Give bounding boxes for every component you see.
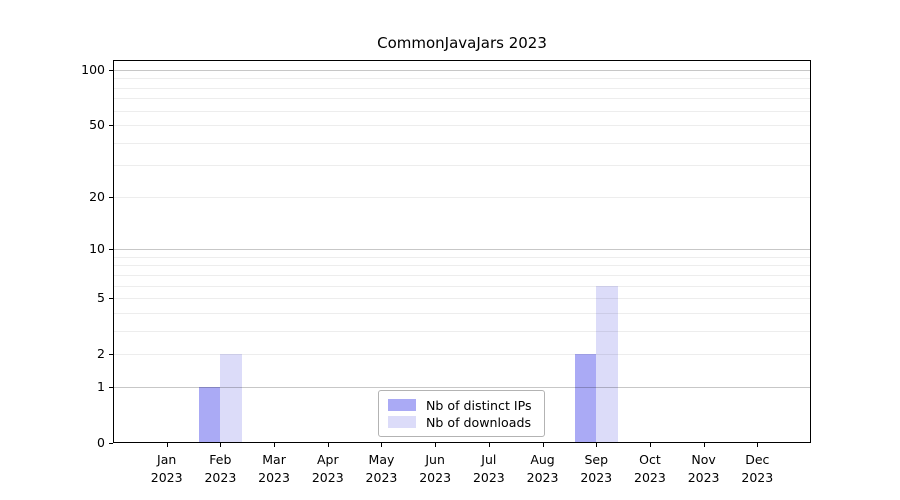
y-tick-10	[109, 249, 113, 251]
chart-title: CommonJavaJars 2023	[377, 34, 547, 52]
x-tick-month: Apr	[316, 452, 339, 467]
x-tick-month: May	[368, 452, 395, 467]
x-tick-label-aug: Aug 2023	[508, 451, 578, 487]
x-tick-month: Sep	[584, 452, 608, 467]
x-tick-jan	[166, 443, 168, 447]
legend-label-downloads: Nb of downloads	[426, 414, 532, 430]
x-tick-label-apr: Apr 2023	[293, 451, 363, 487]
bar-downloads-feb	[220, 354, 242, 443]
y-tick-label-1: 1	[97, 378, 105, 394]
y-tick-label-20: 20	[89, 188, 105, 204]
x-tick-label-dec: Dec 2023	[722, 451, 792, 487]
x-tick-month: Jul	[481, 452, 497, 467]
bar-distinct-ips-sep	[574, 354, 597, 443]
legend-swatch-distinct-ips	[388, 399, 416, 411]
x-tick-year: 2023	[526, 470, 559, 485]
legend-label-distinct-ips: Nb of distinct IPs	[426, 397, 532, 413]
x-tick-label-mar: Mar 2023	[239, 451, 309, 487]
y-tick-20	[109, 196, 113, 198]
x-tick-nov	[703, 443, 705, 447]
x-tick-month: Feb	[209, 452, 232, 467]
legend: Nb of distinct IPs Nb of downloads	[378, 390, 545, 437]
bars-layer	[113, 60, 811, 443]
x-tick-aug	[542, 443, 544, 447]
y-tick-50	[109, 125, 113, 127]
legend-swatch-downloads	[388, 416, 416, 428]
x-tick-label-sep: Sep 2023	[561, 451, 631, 487]
y-tick-0	[109, 443, 113, 444]
x-tick-year: 2023	[311, 470, 344, 485]
x-tick-oct	[649, 443, 651, 447]
x-tick-year: 2023	[580, 470, 613, 485]
legend-entry-downloads: Nb of downloads	[388, 414, 535, 430]
plot-area	[113, 60, 811, 443]
x-tick-year: 2023	[365, 470, 398, 485]
x-tick-year: 2023	[419, 470, 452, 485]
x-tick-year: 2023	[741, 470, 774, 485]
y-tick-label-0: 0	[97, 435, 105, 450]
x-tick-label-jan: Jan 2023	[132, 451, 202, 487]
x-tick-year: 2023	[204, 470, 237, 485]
x-tick-month: Nov	[691, 452, 716, 467]
y-tick-label-2: 2	[97, 346, 105, 362]
x-tick-month: Jun	[425, 452, 445, 467]
x-tick-year: 2023	[687, 470, 720, 485]
x-tick-sep	[596, 443, 598, 447]
x-tick-month: Mar	[262, 452, 286, 467]
x-tick-label-jul: Jul 2023	[454, 451, 524, 487]
x-tick-mar	[274, 443, 276, 447]
y-tick-5	[109, 298, 113, 300]
x-tick-label-oct: Oct 2023	[615, 451, 685, 487]
y-tick-label-50: 50	[89, 117, 105, 133]
x-tick-label-may: May 2023	[346, 451, 416, 487]
x-tick-jun	[435, 443, 437, 447]
x-tick-label-jun: Jun 2023	[400, 451, 470, 487]
x-tick-year: 2023	[150, 470, 183, 485]
x-tick-month: Aug	[530, 452, 555, 467]
bar-distinct-ips-feb	[198, 386, 221, 443]
x-tick-year: 2023	[634, 470, 666, 485]
x-tick-month: Oct	[639, 452, 661, 467]
x-tick-jul	[488, 443, 490, 447]
y-tick-label-10: 10	[89, 241, 105, 257]
bar-downloads-sep	[596, 285, 618, 443]
y-tick-label-100: 100	[81, 61, 105, 77]
x-tick-dec	[757, 443, 759, 447]
x-tick-may	[381, 443, 383, 447]
legend-entry-distinct-ips: Nb of distinct IPs	[388, 397, 535, 413]
x-tick-feb	[220, 443, 222, 447]
x-tick-year: 2023	[472, 470, 505, 485]
x-tick-month: Dec	[745, 452, 770, 467]
x-tick-year: 2023	[258, 470, 290, 485]
x-tick-label-feb: Feb 2023	[185, 451, 255, 487]
x-tick-apr	[327, 443, 329, 447]
x-tick-month: Jan	[157, 452, 177, 467]
y-tick-label-5: 5	[97, 290, 105, 306]
y-tick-100	[109, 69, 113, 71]
y-tick-2	[109, 354, 113, 356]
y-tick-1	[109, 386, 113, 388]
x-tick-label-nov: Nov 2023	[669, 451, 739, 487]
